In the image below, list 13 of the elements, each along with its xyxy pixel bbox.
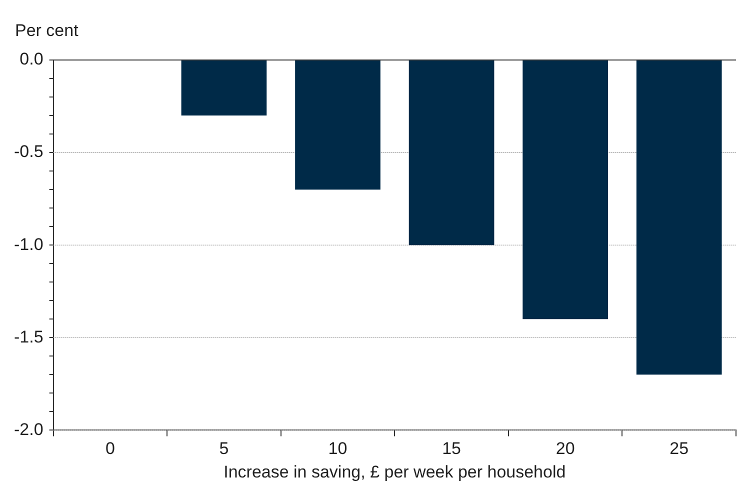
x-tick-label: 5	[219, 439, 229, 458]
x-tick-label: 25	[670, 439, 689, 458]
y-tick-label: -1.5	[14, 327, 44, 346]
y-axis-title: Per cent	[15, 21, 79, 40]
y-tick-label: -2.0	[14, 420, 44, 439]
x-axis-title: Increase in saving, £ per week per household	[224, 462, 566, 482]
y-tick-label: -1.0	[14, 234, 44, 254]
x-tick-label: 10	[328, 439, 348, 458]
x-tick-label: 15	[442, 439, 461, 458]
y-tick-label: 0.0	[20, 50, 44, 69]
y-tick-label: -0.5	[14, 142, 44, 162]
x-tick-label: 20	[556, 439, 575, 458]
x-tick-label: 0	[105, 439, 115, 458]
